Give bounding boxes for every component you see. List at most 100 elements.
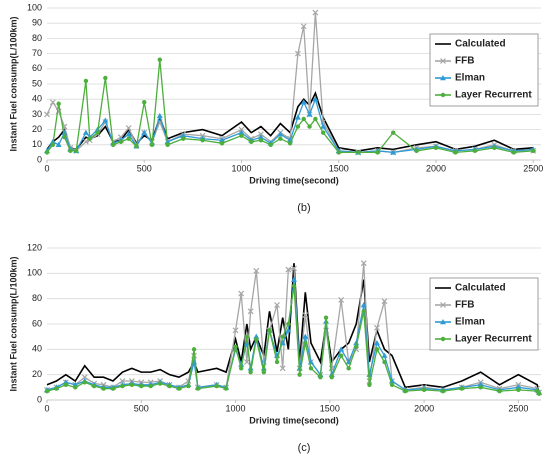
y-tick-label: 80 — [32, 293, 42, 303]
marker — [165, 142, 170, 147]
marker — [148, 383, 153, 389]
marker — [381, 298, 388, 305]
marker — [214, 383, 219, 389]
marker — [258, 131, 264, 138]
marker — [338, 346, 345, 352]
x-tick-label: 1500 — [329, 163, 349, 173]
legend-marker — [440, 302, 446, 308]
marker — [82, 138, 89, 145]
legend-label: Calculated — [455, 283, 506, 294]
marker — [120, 383, 125, 389]
marker — [73, 148, 79, 154]
marker — [254, 337, 259, 342]
legend-label: Calculated — [455, 39, 506, 50]
marker — [300, 23, 307, 30]
marker — [81, 374, 88, 381]
legend: Calculated FFB Elman Layer Recurrent — [429, 33, 539, 107]
marker — [244, 334, 250, 339]
marker — [125, 131, 132, 137]
marker — [440, 388, 446, 394]
y-tick-label: 20 — [32, 124, 42, 134]
marker — [87, 136, 92, 141]
marker — [243, 359, 250, 365]
marker — [302, 312, 309, 319]
marker — [382, 359, 387, 365]
caption: (c) — [298, 442, 311, 454]
marker — [318, 375, 323, 380]
legend: Calculated FFB Elman Layer Recurrent — [429, 277, 539, 351]
legend-label: FFB — [455, 56, 474, 67]
marker — [286, 321, 291, 327]
marker — [199, 132, 206, 139]
marker — [110, 142, 116, 147]
marker — [492, 145, 497, 151]
marker — [303, 340, 308, 346]
marker — [511, 150, 516, 155]
marker — [361, 309, 366, 314]
marker — [102, 117, 109, 123]
legend-marker — [440, 75, 446, 81]
marker — [291, 265, 297, 272]
marker — [56, 101, 61, 106]
marker — [62, 135, 67, 140]
y-tick-label: 90 — [32, 18, 42, 28]
x-axis-label: Driving time(second) — [249, 175, 339, 185]
y-tick-label: 80 — [32, 33, 42, 43]
marker — [141, 129, 148, 135]
legend-label: Layer Recurrent — [455, 334, 532, 345]
y-tick-label: 0 — [37, 394, 42, 404]
legend-marker — [440, 319, 446, 325]
marker — [95, 130, 100, 135]
marker — [83, 78, 89, 84]
y-axis-label: Instant Fuel consump(L/100km) — [8, 256, 18, 391]
marker — [515, 384, 522, 390]
caption: (b) — [297, 202, 310, 214]
marker — [101, 386, 106, 391]
x-tick-label: 500 — [134, 403, 149, 413]
marker — [285, 327, 292, 333]
marker — [180, 132, 187, 138]
y-tick-label: 0 — [37, 154, 42, 164]
marker — [477, 381, 484, 387]
y-tick-label: 60 — [32, 63, 42, 73]
marker — [306, 111, 313, 117]
marker — [313, 116, 318, 122]
marker — [49, 99, 56, 106]
legend-marker — [440, 92, 446, 98]
marker — [360, 302, 367, 308]
marker — [239, 133, 244, 138]
marker — [360, 260, 367, 267]
marker — [285, 266, 292, 273]
marker — [233, 344, 238, 349]
x-axis-label: Driving time(second) — [249, 415, 339, 425]
marker — [308, 366, 314, 371]
marker — [373, 340, 380, 346]
marker — [238, 361, 245, 367]
x-tick-label: 0 — [44, 403, 49, 413]
y-tick-label: 20 — [32, 369, 42, 379]
y-tick-label: 10 — [32, 139, 42, 149]
marker — [297, 372, 302, 377]
marker — [258, 138, 264, 143]
marker — [91, 383, 97, 389]
marker — [374, 324, 380, 331]
marker — [268, 142, 273, 147]
y-tick-label: 60 — [32, 318, 42, 328]
y-tick-label: 50 — [32, 78, 42, 88]
marker — [354, 344, 359, 349]
marker — [279, 365, 286, 372]
marker — [472, 148, 478, 154]
marker — [50, 142, 56, 147]
marker — [278, 136, 283, 141]
marker — [301, 116, 306, 122]
marker — [374, 347, 380, 352]
marker — [232, 327, 239, 334]
marker — [274, 302, 280, 308]
marker — [82, 380, 87, 385]
marker — [421, 387, 427, 393]
marker — [312, 9, 319, 16]
marker — [294, 50, 301, 57]
marker — [300, 99, 307, 105]
x-tick-label: 2000 — [426, 163, 446, 173]
